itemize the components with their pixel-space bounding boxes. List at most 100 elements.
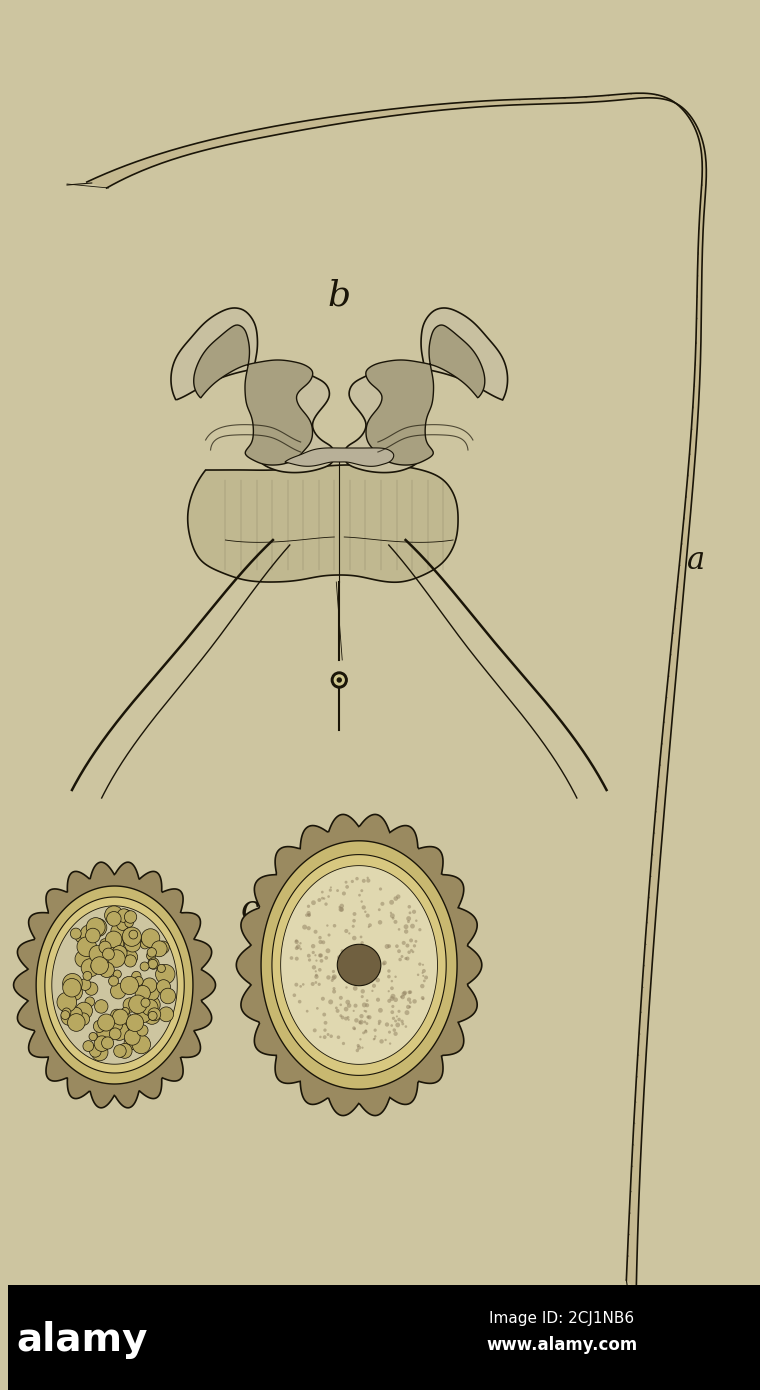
Circle shape <box>145 986 160 1001</box>
Circle shape <box>89 1033 97 1041</box>
Circle shape <box>315 954 316 956</box>
Circle shape <box>405 944 410 948</box>
Circle shape <box>122 1044 131 1052</box>
Text: alamy: alamy <box>16 1320 147 1359</box>
Circle shape <box>143 935 150 944</box>
Circle shape <box>318 898 321 902</box>
Circle shape <box>385 1022 389 1027</box>
Circle shape <box>302 983 305 986</box>
Circle shape <box>406 956 410 960</box>
Circle shape <box>340 1015 342 1017</box>
Circle shape <box>406 1005 410 1009</box>
Circle shape <box>83 1041 93 1051</box>
Circle shape <box>305 913 309 917</box>
Circle shape <box>114 1045 126 1058</box>
Circle shape <box>326 924 328 927</box>
Circle shape <box>294 983 298 987</box>
Circle shape <box>364 910 366 913</box>
Circle shape <box>105 906 123 924</box>
Circle shape <box>129 930 138 940</box>
Circle shape <box>99 962 114 977</box>
Circle shape <box>299 942 302 944</box>
Circle shape <box>359 970 361 973</box>
Circle shape <box>409 938 413 942</box>
Circle shape <box>63 1005 71 1013</box>
Circle shape <box>359 935 363 938</box>
Circle shape <box>326 976 331 980</box>
Circle shape <box>409 990 412 994</box>
Circle shape <box>66 984 82 1001</box>
Circle shape <box>422 969 426 973</box>
Circle shape <box>388 990 390 992</box>
Circle shape <box>369 979 373 983</box>
Circle shape <box>338 906 340 908</box>
Circle shape <box>308 958 311 962</box>
Circle shape <box>353 1004 357 1008</box>
Circle shape <box>151 941 167 956</box>
Circle shape <box>392 1016 395 1020</box>
Circle shape <box>388 1030 391 1034</box>
Circle shape <box>363 1031 365 1034</box>
Circle shape <box>318 954 322 958</box>
Circle shape <box>324 1020 328 1024</box>
Circle shape <box>390 912 392 915</box>
Circle shape <box>57 992 77 1012</box>
Circle shape <box>124 951 138 965</box>
Circle shape <box>75 933 86 942</box>
Circle shape <box>295 956 299 960</box>
Circle shape <box>387 969 391 973</box>
Circle shape <box>391 980 393 983</box>
Circle shape <box>325 948 331 954</box>
Polygon shape <box>285 448 394 466</box>
Circle shape <box>100 938 109 948</box>
Circle shape <box>355 877 359 880</box>
Circle shape <box>388 944 391 948</box>
Circle shape <box>148 959 157 969</box>
Circle shape <box>404 958 407 960</box>
Circle shape <box>366 877 369 878</box>
Circle shape <box>378 1008 383 1013</box>
Circle shape <box>404 924 408 929</box>
Text: c: c <box>241 894 260 926</box>
Circle shape <box>413 999 416 1004</box>
Circle shape <box>363 1020 366 1023</box>
Circle shape <box>141 933 155 947</box>
Circle shape <box>323 898 325 899</box>
Circle shape <box>333 924 336 927</box>
Circle shape <box>135 1006 151 1023</box>
Circle shape <box>112 945 127 960</box>
Circle shape <box>387 974 391 979</box>
Circle shape <box>126 1015 144 1031</box>
Circle shape <box>307 913 311 916</box>
Circle shape <box>390 997 394 1001</box>
Circle shape <box>315 974 318 977</box>
Circle shape <box>87 922 98 933</box>
Circle shape <box>414 940 417 942</box>
Circle shape <box>351 880 354 883</box>
Circle shape <box>359 1020 363 1024</box>
Circle shape <box>325 956 328 959</box>
Circle shape <box>85 983 98 995</box>
Circle shape <box>338 908 344 912</box>
Circle shape <box>352 1026 356 1030</box>
Circle shape <box>363 954 366 956</box>
Circle shape <box>366 999 369 1002</box>
Circle shape <box>394 920 397 924</box>
Circle shape <box>110 1022 128 1040</box>
Circle shape <box>389 1042 391 1045</box>
Circle shape <box>372 990 374 992</box>
Circle shape <box>359 1020 362 1024</box>
Circle shape <box>359 1038 362 1041</box>
Circle shape <box>334 676 344 685</box>
Circle shape <box>311 901 316 905</box>
Circle shape <box>390 913 394 919</box>
Circle shape <box>340 949 344 952</box>
Circle shape <box>120 976 138 995</box>
Circle shape <box>337 1036 340 1040</box>
Circle shape <box>407 998 411 1002</box>
Circle shape <box>312 965 316 970</box>
Circle shape <box>391 1011 394 1015</box>
Circle shape <box>141 940 149 949</box>
Circle shape <box>70 1008 82 1020</box>
Circle shape <box>353 974 356 977</box>
